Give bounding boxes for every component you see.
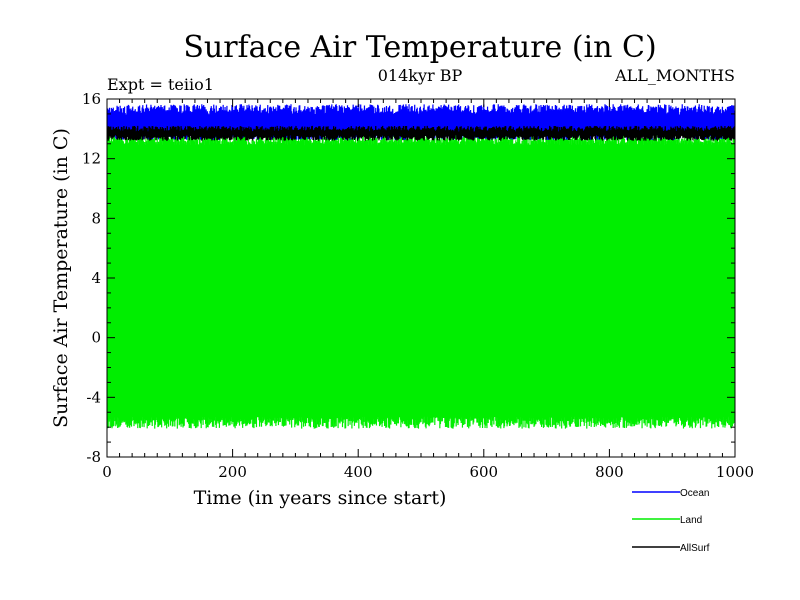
chart-subtitle-right: ALL_MONTHS	[614, 66, 735, 85]
legend-label-allsurf: AllSurf	[680, 543, 710, 554]
x-tick-label: 400	[344, 463, 373, 481]
chart-subtitle-center: 014kyr BP	[378, 66, 463, 85]
y-tick-label: 16	[82, 90, 101, 108]
y-tick-label: -4	[86, 388, 101, 406]
chart-subtitle-left: Expt = teiio1	[107, 75, 214, 94]
y-tick-label: -8	[86, 448, 101, 466]
series-layer	[107, 104, 735, 429]
series-land	[107, 133, 735, 429]
y-tick-label: 12	[82, 150, 101, 168]
legend-label-land: Land	[680, 515, 702, 526]
x-tick-label: 800	[595, 463, 624, 481]
y-tick-label: 8	[91, 209, 101, 227]
y-tick-label: 4	[91, 269, 101, 287]
legend-label-ocean: Ocean	[680, 488, 709, 499]
y-axis-label: Surface Air Temperature (in C)	[50, 128, 72, 428]
x-tick-label: 1000	[716, 463, 754, 481]
x-tick-label: 0	[102, 463, 112, 481]
y-tick-label: 0	[91, 329, 101, 347]
chart-title: Surface Air Temperature (in C)	[183, 30, 656, 65]
x-tick-label: 200	[218, 463, 247, 481]
series-ocean	[107, 104, 735, 141]
series-allsurf	[107, 125, 735, 141]
x-tick-label: 600	[469, 463, 498, 481]
x-axis-label: Time (in years since start)	[194, 487, 447, 509]
ticks-layer: 0 200 400 600 800 1000 -8 -4 0 4 8 12 16	[82, 90, 754, 481]
legend: Ocean Land AllSurf	[632, 488, 710, 554]
